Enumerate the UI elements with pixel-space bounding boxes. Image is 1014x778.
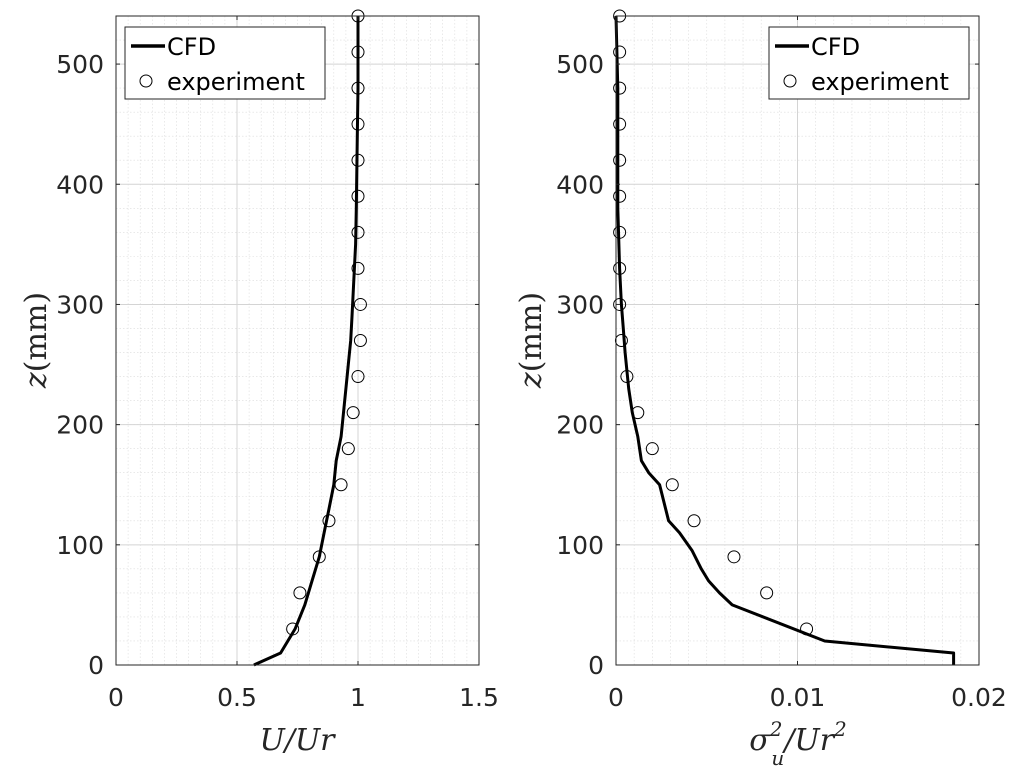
y-axis-label: z(mm) [19,292,54,389]
y-axis-label-var: z [514,372,549,389]
axes-box [115,15,480,666]
y-tick-label: 200 [556,411,604,440]
y-tick-label: 400 [56,170,104,199]
y-tick-label: 200 [56,411,104,440]
experiment-point [353,334,367,347]
velocity-profile-panel: 0 0.5 1 1.5 0 100 200 300 400 500 U/Ur z(mm) CFD… [19,9,499,758]
experiment-point [613,189,627,203]
x-tick-label: 1.5 [459,683,499,712]
experiment-point [613,45,627,59]
x-tick-label: 0 [108,683,124,712]
legend: CFD experiment [768,26,970,100]
legend-cfd-label: CFD [811,33,860,61]
y-axis-label-var: z [19,372,54,389]
experiment-point [800,622,814,636]
experiment-point [346,406,360,420]
experiment-point [665,478,679,492]
y-tick-labels: 0 100 200 300 400 500 [556,50,979,680]
x-tick-label: 0.02 [951,683,1007,712]
y-axis-label-unit: (mm) [19,292,54,372]
legend-box [768,26,970,100]
legend-experiment-marker [783,74,797,88]
experiment-point [341,442,355,456]
legend-cfd-label: CFD [167,33,216,61]
experiment-point [613,225,627,239]
legend-experiment-label: experiment [811,68,949,96]
y-tick-label: 0 [88,651,104,680]
y-axis-label-unit: (mm) [514,292,549,372]
cfd-line [253,16,360,667]
experiment-point [613,117,627,131]
experiment-point [727,550,741,564]
series-layer [613,9,956,665]
experiment-point [351,370,365,384]
experiment-point [334,478,348,492]
experiment-point [687,514,701,528]
experiment-point [613,297,627,311]
experiment-point [351,225,365,239]
x-axis-label-sigma: σ [749,723,771,758]
series-layer [253,9,367,667]
experiment-point [286,622,300,636]
experiment-point [351,117,365,131]
experiment-point [351,45,365,59]
x-tick-labels: 0 0.01 0.02 [608,16,1007,712]
experiment-point [614,334,628,347]
x-tick-label: 1 [350,683,366,712]
y-axis-label: z(mm) [514,292,549,389]
x-tick-label: 0 [608,683,624,712]
experiment-point [312,550,326,564]
y-tick-label: 400 [556,170,604,199]
legend-box [124,26,326,100]
experiment-point [353,297,367,311]
legend: CFD experiment [124,26,326,100]
y-tick-label: 100 [556,531,604,560]
experiment-point [613,81,627,95]
y-tick-label: 300 [56,290,104,319]
x-tick-labels: 0 0.5 1 1.5 [108,16,499,712]
y-tick-label: 500 [56,50,104,79]
y-tick-label: 500 [556,50,604,79]
experiment-point [351,81,365,95]
x-axis-label-subscript: u [771,746,784,770]
y-tick-label: 0 [588,651,604,680]
x-axis-label-superscript: 2 [769,717,783,741]
y-tick-labels: 0 100 200 300 400 500 [56,50,479,680]
experiment-point [613,261,627,275]
experiment-point [760,586,774,600]
y-tick-label: 100 [56,531,104,560]
x-tick-label: 0.01 [770,683,826,712]
x-axis-label: σ2 u/Ur2 [749,717,847,770]
experiment-point [613,153,627,167]
x-axis-label: U/Ur [259,723,336,758]
experiment-point [351,189,365,203]
cfd-line [614,15,956,665]
experiment-point [322,514,336,528]
experiment-point [293,586,307,600]
legend-experiment-label: experiment [167,68,305,96]
x-axis-label-rest-superscript: 2 [833,717,847,741]
x-axis-label-rest: /Ur [781,723,835,758]
experiment-point [351,261,365,275]
y-tick-label: 300 [556,290,604,319]
legend-experiment-marker [139,74,153,88]
experiment-point [620,370,634,384]
experiment-point [351,153,365,167]
experiment-point [631,406,645,420]
experiment-point [645,442,659,456]
plot-area [116,16,479,665]
x-tick-label: 0.5 [217,683,257,712]
